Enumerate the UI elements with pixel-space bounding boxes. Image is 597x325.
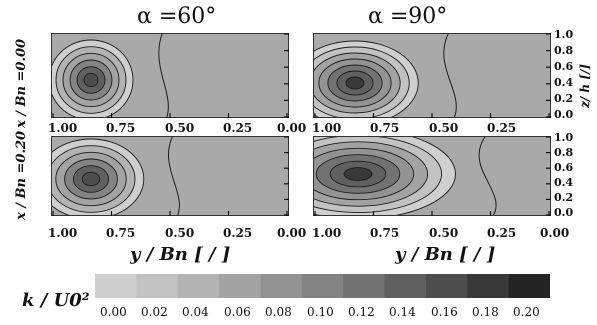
z-tick-top-3: 0.4	[554, 76, 574, 89]
z-tick-top-2: 0.6	[554, 60, 574, 73]
colorbar-tick-7: 0.14	[389, 305, 416, 319]
colorbar-swatch	[260, 274, 303, 298]
x-tick-label-mid-a90-3: 0.25	[487, 121, 517, 135]
contour-panel-a90-x020	[313, 136, 551, 216]
z-tick-bot-0: 1.0	[554, 131, 574, 144]
colorbar-swatch	[136, 274, 179, 298]
contour-level	[345, 76, 365, 90]
z-tick-top-0: 1.0	[554, 28, 574, 41]
colorbar-swatch	[177, 274, 220, 298]
contour-level	[343, 167, 373, 181]
colorbar-tick-10: 0.20	[513, 305, 540, 319]
colorbar-tick-4: 0.08	[265, 305, 292, 319]
contour-panel-a60-x000	[51, 33, 289, 118]
row-label-x-0-00: x / Bn =0.00	[14, 38, 29, 128]
z-tick-top-4: 0.2	[554, 92, 574, 105]
colorbar-swatch	[95, 274, 137, 298]
colorbar-swatch	[219, 274, 261, 298]
colorbar-swatch	[467, 274, 510, 298]
colorbar-swatch	[508, 274, 550, 298]
x-tick-label-bot-a90-2: 0.50	[429, 226, 459, 240]
row-label-x-0-20: x / Bn =0.20	[14, 130, 29, 220]
x-tick-label-mid-a90-1: 0.75	[370, 121, 400, 135]
z-tick-bot-2: 0.6	[554, 161, 574, 174]
contour-level	[83, 72, 99, 88]
x-tick-label-bot-a60-0: 1.00	[48, 226, 78, 240]
z-tick-bot-3: 0.4	[554, 176, 574, 189]
column-title-alpha-60: α =60°	[137, 4, 217, 29]
x-tick-label-bot-a90-3: 0.25	[487, 226, 517, 240]
colorbar	[95, 274, 550, 298]
x-tick-label-bot-a60-4: 0.00	[277, 226, 307, 240]
colorbar-tick-2: 0.04	[182, 305, 209, 319]
x-tick-label-bot-a60-3: 0.25	[223, 226, 253, 240]
colorbar-tick-5: 0.10	[307, 305, 334, 319]
colorbar-tick-1: 0.02	[141, 305, 168, 319]
x-tick-label-mid-a60-2: 0.50	[165, 121, 195, 135]
colorbar-title: k / U0²	[22, 290, 90, 311]
x-tick-label-mid-a90-0: 1.00	[312, 121, 342, 135]
contour-level	[81, 171, 101, 187]
z-tick-bot-5: 0.0	[554, 206, 574, 219]
z-tick-top-5: 0.0	[554, 108, 574, 121]
contour-line-outer	[443, 33, 457, 118]
x-tick-label-mid-a60-4: 0.00	[277, 121, 307, 135]
colorbar-tick-6: 0.12	[348, 305, 375, 319]
x-axis-title-a60: y / Bn [ / ]	[130, 244, 231, 265]
x-tick-label-bot-a60-1: 0.75	[106, 226, 136, 240]
colorbar-tick-0: 0.00	[100, 305, 127, 319]
x-tick-label-mid-a60-1: 0.75	[106, 121, 136, 135]
colorbar-tick-3: 0.06	[224, 305, 251, 319]
contour-line-outer	[167, 136, 180, 216]
contour-line-outer	[158, 33, 169, 118]
x-tick-label-bot-a90-1: 0.75	[370, 226, 400, 240]
z-axis-title: z/ h [/]	[578, 63, 592, 108]
contour-panel-a60-x020	[51, 136, 289, 216]
x-tick-label-bot-a60-2: 0.50	[165, 226, 195, 240]
column-title-alpha-90: α =90°	[368, 4, 448, 29]
x-tick-label-mid-a90-2: 0.50	[429, 121, 459, 135]
contour-panel-a90-x000	[313, 33, 551, 118]
z-tick-top-1: 0.8	[554, 44, 574, 57]
z-tick-bot-4: 0.2	[554, 191, 574, 204]
z-tick-bot-1: 0.8	[554, 146, 574, 159]
x-tick-label-bot-a90-4: 0.00	[540, 226, 570, 240]
x-axis-title-a90: y / Bn [ / ]	[395, 244, 496, 265]
x-tick-label-bot-a90-0: 1.00	[312, 226, 342, 240]
colorbar-swatch	[425, 274, 468, 298]
colorbar-swatch	[343, 274, 386, 298]
contour-line-outer	[478, 136, 497, 216]
colorbar-swatch	[384, 274, 427, 298]
colorbar-tick-8: 0.16	[431, 305, 458, 319]
colorbar-tick-9: 0.18	[472, 305, 499, 319]
x-tick-label-mid-a60-3: 0.25	[223, 121, 253, 135]
x-tick-label-mid-a60-0: 1.00	[48, 121, 78, 135]
colorbar-swatch	[301, 274, 344, 298]
